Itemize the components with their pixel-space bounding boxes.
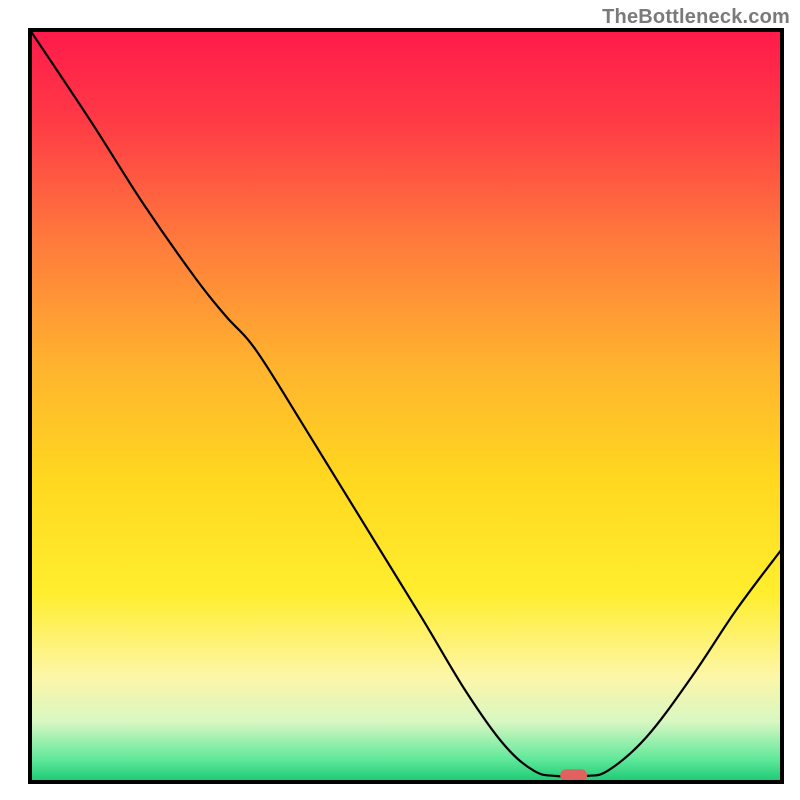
plot-background: [30, 30, 782, 782]
bottleneck-chart: [0, 0, 800, 800]
watermark-text: TheBottleneck.com: [602, 6, 790, 29]
optimal-marker: [560, 769, 587, 781]
chart-wrap: TheBottleneck.com: [0, 0, 800, 800]
